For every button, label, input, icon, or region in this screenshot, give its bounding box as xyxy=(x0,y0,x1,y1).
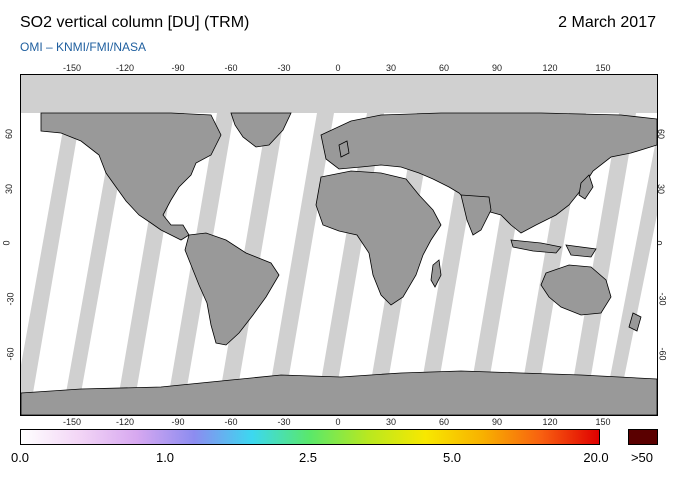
lon-tick-top: 60 xyxy=(438,63,450,73)
island-indonesia xyxy=(510,239,562,254)
lon-tick-top: -90 xyxy=(171,63,185,73)
continent-antarctica xyxy=(21,370,657,415)
colorbar-over-swatch xyxy=(628,429,658,445)
lat-tick-left: 60 xyxy=(4,128,15,140)
continent-australia xyxy=(540,264,612,316)
lat-tick-left: -60 xyxy=(5,347,16,361)
lon-tick-bottom: -120 xyxy=(115,417,135,427)
map-date: 2 March 2017 xyxy=(558,14,656,31)
orbit-gap-stripe xyxy=(269,113,334,393)
lon-tick-bottom: 150 xyxy=(595,417,611,427)
lon-tick-top: -150 xyxy=(62,63,82,73)
colorbar-label: 2.5 xyxy=(298,450,318,465)
colorbar-label: 5.0 xyxy=(442,450,462,465)
island-new-zealand xyxy=(628,312,642,332)
lon-tick-top: -120 xyxy=(115,63,135,73)
lon-tick-bottom: 30 xyxy=(385,417,397,427)
island-great-britain xyxy=(338,140,350,158)
no-data-top xyxy=(21,75,657,113)
lon-tick-bottom: -30 xyxy=(277,417,291,427)
colorbar-label: 20.0 xyxy=(583,450,609,465)
lon-tick-top: 90 xyxy=(491,63,503,73)
lon-tick-bottom: 0 xyxy=(335,417,341,427)
island-madagascar xyxy=(430,259,442,288)
region-india xyxy=(460,194,492,236)
lon-tick-bottom: 120 xyxy=(542,417,558,427)
continent-greenland xyxy=(230,112,292,148)
lon-tick-bottom: -150 xyxy=(62,417,82,427)
lon-tick-bottom: 90 xyxy=(491,417,503,427)
map-title: SO2 vertical column [DU] (TRM) xyxy=(20,14,250,31)
continent-south-america xyxy=(184,232,280,346)
colorbar-over-label: >50 xyxy=(630,450,654,465)
island-japan xyxy=(578,174,594,200)
lon-tick-top: 120 xyxy=(542,63,558,73)
lon-tick-bottom: -90 xyxy=(171,417,185,427)
lat-tick-right: -60 xyxy=(657,347,668,361)
orbit-gap-stripe xyxy=(571,113,636,393)
colorbar-label: 0.0 xyxy=(10,450,30,465)
lat-tick-right: -30 xyxy=(657,292,668,306)
lon-tick-top: 150 xyxy=(595,63,611,73)
lat-tick-left: 30 xyxy=(4,183,15,195)
continents xyxy=(21,112,657,415)
lon-tick-top: -30 xyxy=(277,63,291,73)
colorbar-label: 1.0 xyxy=(155,450,175,465)
map-credit: OMI – KNMI/FMI/NASA xyxy=(20,40,147,54)
continent-africa xyxy=(315,170,442,306)
continent-eurasia xyxy=(320,112,657,234)
island-new-guinea xyxy=(565,244,597,258)
lon-tick-bottom: 60 xyxy=(438,417,450,427)
continent-north-america xyxy=(40,112,222,241)
orbit-gap-stripe xyxy=(607,135,657,393)
lat-tick-left: -30 xyxy=(5,292,16,306)
world-map-svg xyxy=(21,75,657,415)
lon-tick-bottom: -60 xyxy=(224,417,238,427)
orbit-gap-stripe xyxy=(21,113,81,393)
lon-tick-top: 30 xyxy=(385,63,397,73)
lon-tick-top: 0 xyxy=(335,63,341,73)
lat-tick-left: 0 xyxy=(1,240,12,246)
lon-tick-top: -60 xyxy=(224,63,238,73)
so2-map xyxy=(20,74,658,416)
colorbar xyxy=(20,429,600,445)
